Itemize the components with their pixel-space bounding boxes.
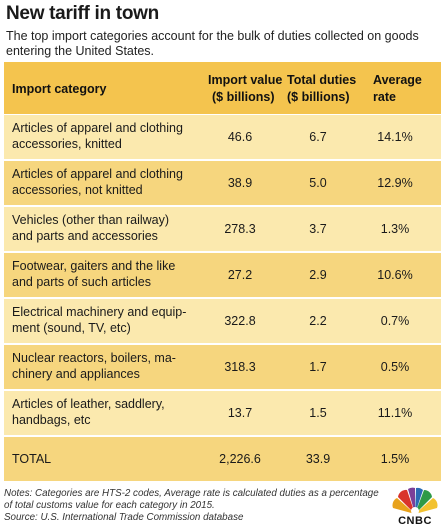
row-rate: 1.3% (380, 222, 410, 236)
row-category-line2: accessories, not knitted (12, 183, 143, 197)
header-duties-l2: ($ billions) (287, 90, 350, 104)
chart-subtitle: The top import categories account for th… (6, 29, 419, 58)
row-rate: 11.1% (377, 406, 413, 420)
row-category-line2: handbags, etc (12, 413, 91, 427)
row-category: Articles of leather, saddlery, handbags,… (12, 396, 197, 428)
header-rate-l2: rate (373, 90, 396, 104)
header-import-value-l2: ($ billions) (212, 90, 275, 104)
tariff-table: Import category Import value ($ billions… (4, 62, 441, 482)
row-category: Vehicles (other than railway) and parts … (12, 212, 197, 244)
notes-line1: Notes: Categories are HTS-2 codes, Avera… (4, 488, 379, 499)
row-category: TOTAL (12, 451, 197, 467)
notes-line2: of total customs value for each category… (4, 500, 215, 511)
row-import-value: 2,226.6 (219, 452, 261, 466)
row-import-value: 318.3 (224, 360, 256, 374)
chart-title: New tariff in town (6, 3, 159, 24)
row-category-line1: TOTAL (12, 452, 52, 466)
row-category: Electrical machinery and equip- ment (so… (12, 304, 197, 336)
header-rate-l1: Average (373, 73, 422, 87)
row-category-line1: Articles of apparel and clothing (12, 121, 183, 135)
row-category: Footwear, gaiters and the like and parts… (12, 258, 197, 290)
row-rate: 1.5% (380, 452, 410, 466)
table-row-total: TOTAL 2,226.6 33.9 1.5% (4, 436, 441, 481)
row-duties: 3.7 (309, 222, 327, 236)
table-row: Articles of leather, saddlery, handbags,… (4, 390, 441, 435)
row-duties: 1.5 (309, 406, 327, 420)
row-import-value: 278.3 (224, 222, 256, 236)
row-category-line1: Articles of apparel and clothing (12, 167, 183, 181)
row-import-value: 13.7 (227, 406, 253, 420)
table-row: Vehicles (other than railway) and parts … (4, 206, 441, 251)
row-rate: 14.1% (377, 130, 413, 144)
row-rate: 12.9% (377, 176, 413, 190)
cnbc-logo-text: CNBC (398, 515, 432, 527)
table-row: Electrical machinery and equip- ment (so… (4, 298, 441, 343)
notes: Notes: Categories are HTS-2 codes, Avera… (4, 488, 384, 524)
table-row: Articles of apparel and clothing accesso… (4, 160, 441, 205)
row-category-line2: ment (sound, TV, etc) (12, 321, 131, 335)
header-category: Import category (12, 82, 107, 96)
table-header: Import category Import value ($ billions… (4, 62, 441, 114)
table-row: Footwear, gaiters and the like and parts… (4, 252, 441, 297)
row-duties: 33.9 (305, 452, 331, 466)
table-row: Nuclear reactors, boilers, ma- chinery a… (4, 344, 441, 389)
row-rate: 0.7% (380, 314, 410, 328)
cnbc-peacock-icon (392, 487, 438, 515)
row-rate: 0.5% (380, 360, 410, 374)
row-duties: 5.0 (309, 176, 327, 190)
source-line: Source: U.S. International Trade Commiss… (4, 512, 244, 523)
header-duties-l1: Total duties (287, 73, 357, 87)
row-duties: 2.2 (309, 314, 327, 328)
row-category-line2: and parts of such articles (12, 275, 151, 289)
row-rate: 10.6% (377, 268, 413, 282)
row-category-line1: Footwear, gaiters and the like (12, 259, 176, 273)
table-row: Articles of apparel and clothing accesso… (4, 114, 441, 159)
row-import-value: 27.2 (227, 268, 253, 282)
row-category: Articles of apparel and clothing accesso… (12, 120, 197, 152)
row-duties: 1.7 (309, 360, 327, 374)
row-duties: 6.7 (309, 130, 327, 144)
header-import-value-l1: Import value (208, 73, 283, 87)
row-category-line2: accessories, knitted (12, 137, 122, 151)
row-category: Nuclear reactors, boilers, ma- chinery a… (12, 350, 197, 382)
row-import-value: 46.6 (227, 130, 253, 144)
row-category-line1: Electrical machinery and equip- (12, 305, 187, 319)
row-duties: 2.9 (309, 268, 327, 282)
row-category-line1: Vehicles (other than railway) (12, 213, 170, 227)
row-category-line2: chinery and appliances (12, 367, 140, 381)
row-import-value: 322.8 (224, 314, 256, 328)
row-category-line1: Articles of leather, saddlery, (12, 397, 165, 411)
row-category-line2: and parts and accessories (12, 229, 158, 243)
row-category: Articles of apparel and clothing accesso… (12, 166, 197, 198)
row-import-value: 38.9 (227, 176, 253, 190)
row-category-line1: Nuclear reactors, boilers, ma- (12, 351, 176, 365)
